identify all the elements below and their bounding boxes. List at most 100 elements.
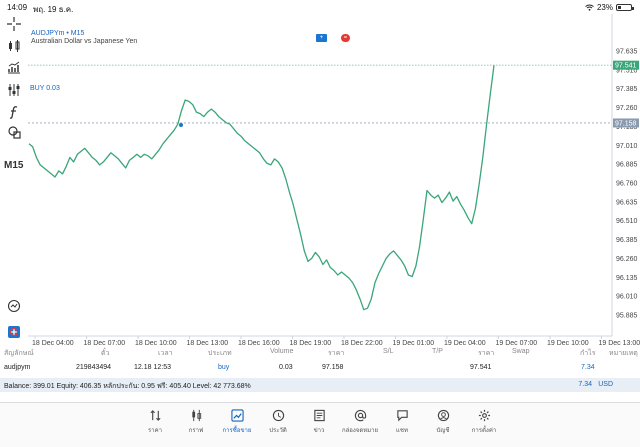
nav-quotes[interactable]: ราคา — [135, 409, 175, 435]
nav-history-label: ประวัติ — [269, 428, 287, 434]
nav-account-label: บัญชี — [436, 428, 450, 434]
nav-trade[interactable]: การซื้อขาย — [217, 409, 257, 435]
timeframe-selector[interactable]: M15 — [4, 160, 24, 171]
indicators-icon[interactable] — [6, 60, 22, 76]
col-ticket: ตั๋ว — [101, 350, 110, 357]
time-tick-label: 19 Dec 01:00 — [393, 340, 435, 347]
time-tick-label: 19 Dec 07:00 — [496, 340, 538, 347]
col-tp: T/P — [432, 348, 443, 355]
one-click-trading-icon[interactable] — [6, 324, 22, 340]
zoom-fit-icon[interactable] — [6, 298, 22, 314]
battery-icon — [616, 4, 634, 11]
gear-icon — [478, 409, 490, 422]
balance-bar: Balance: 399.01 Equity: 406.35 หลักประกั… — [0, 378, 640, 392]
nav-mailbox[interactable]: กล่องจดหมาย — [340, 409, 380, 435]
nav-news-label: ข่าว — [313, 428, 325, 434]
buy-order-label: BUY 0.03 — [30, 85, 60, 92]
chart-canvas[interactable]: 97.63597.51097.38597.26097.13597.01096.8… — [0, 14, 640, 347]
row-time: 12.18 12:53 — [134, 364, 171, 371]
at-icon — [354, 409, 366, 422]
time-tick-label: 18 Dec 07:00 — [84, 340, 126, 347]
current-price-tag-label: 97.541 — [615, 63, 637, 70]
price-chart[interactable]: 97.63597.51097.38597.26097.13597.01096.8… — [0, 14, 640, 347]
wifi-icon — [585, 4, 594, 11]
nav-settings[interactable]: การตั้งค่า — [464, 409, 504, 435]
balance-summary: Balance: 399.01 Equity: 406.35 หลักประกั… — [4, 383, 251, 390]
col-comment: หมายเหตุ — [609, 350, 638, 357]
col-profit: กำไร — [580, 350, 596, 357]
time-tick-label: 18 Dec 04:00 — [32, 340, 74, 347]
price-tick-label: 97.635 — [616, 49, 638, 56]
arrows-updown-icon — [149, 410, 161, 421]
row-symbol: audjpym — [4, 364, 31, 371]
price-tick-label: 96.260 — [616, 256, 638, 263]
function-icon[interactable] — [6, 104, 22, 120]
price-tick-label: 95.885 — [616, 313, 638, 320]
objects-icon[interactable] — [6, 82, 22, 98]
col-volume: Volume — [270, 348, 294, 355]
battery-percent: 23% — [596, 3, 613, 12]
price-tick-label: 97.510 — [616, 67, 638, 74]
shapes-icon[interactable] — [6, 124, 22, 140]
buy-price-tag — [613, 118, 639, 128]
price-tick-label: 96.385 — [616, 237, 638, 244]
time-tick-label: 19 Dec 13:00 — [599, 340, 640, 347]
col-type: ประเภท — [208, 350, 232, 357]
price-tick-label: 96.135 — [616, 275, 638, 282]
price-tick-label: 96.010 — [616, 294, 638, 301]
price-tick-label: 97.010 — [616, 143, 638, 150]
chart-type-icon[interactable] — [6, 38, 22, 54]
row-current-price: 97.541 — [470, 364, 492, 371]
col-swap: Swap — [512, 348, 530, 355]
buy-price-tag-label: 97.158 — [615, 120, 637, 127]
col-time: เวลา — [158, 350, 173, 357]
crosshair-icon[interactable] — [6, 16, 22, 32]
chart-symbol: AUDJPYm • M15 — [31, 30, 85, 37]
col-symbol: สัญลักษณ์ — [4, 350, 34, 357]
price-tick-label: 96.885 — [616, 162, 638, 169]
table-header: สัญลักษณ์ ตั๋ว เวลา ประเภท Volume ราคา S… — [0, 348, 640, 362]
current-price-tag — [613, 60, 639, 70]
nav-news[interactable]: ข่าว — [299, 409, 339, 435]
nav-trade-label: การซื้อขาย — [222, 428, 252, 434]
status-bar: 14:09 พฤ. 19 ธ.ค. 23% — [0, 0, 640, 14]
total-profit: 7.34 — [578, 381, 592, 388]
nav-chart-label: กราฟ — [188, 428, 204, 434]
account-icon — [437, 409, 449, 422]
nav-history[interactable]: ประวัติ — [258, 409, 298, 435]
row-open-price: 97.158 — [322, 364, 344, 371]
buy-button-icon[interactable]: = — [341, 34, 350, 42]
buy-entry-marker — [179, 122, 183, 127]
row-ticket: 219843494 — [76, 364, 112, 371]
time-tick-label: 18 Dec 22:00 — [341, 340, 383, 347]
bottom-navigation: ราคา กราฟ การซื้อขาย ประวัติ ข่าว กล่องจ… — [0, 402, 640, 447]
price-tick-label: 96.635 — [616, 199, 638, 206]
nav-quotes-label: ราคา — [148, 428, 162, 434]
col-sl: S/L — [383, 348, 394, 355]
price-series-line — [28, 65, 495, 311]
sell-button-icon[interactable]: + — [316, 34, 327, 42]
history-icon — [272, 409, 284, 422]
price-tick-label: 96.760 — [616, 181, 638, 188]
chart-toolbar: M15 — [0, 14, 28, 344]
time-tick-label: 18 Dec 19:00 — [290, 340, 332, 347]
price-tick-label: 96.510 — [616, 218, 638, 225]
account-currency: USD — [598, 381, 613, 388]
nav-chat[interactable]: แชท — [382, 409, 422, 435]
nav-chat-label: แชท — [396, 428, 408, 434]
status-date: พฤ. 19 ธ.ค. — [33, 5, 74, 14]
candles-icon — [191, 409, 201, 422]
nav-account[interactable]: บัญชี — [423, 409, 463, 435]
col-price-open: ราคา — [328, 350, 345, 357]
table-row[interactable]: audjpym 219843494 12.18 12:53 buy 0.03 9… — [0, 364, 640, 376]
time-tick-label: 19 Dec 10:00 — [547, 340, 589, 347]
col-price-current: ราคา — [478, 350, 495, 357]
nav-chart[interactable]: กราฟ — [176, 409, 216, 435]
chat-icon — [396, 410, 408, 422]
price-tick-label: 97.260 — [616, 105, 638, 112]
nav-mailbox-label: กล่องจดหมาย — [341, 428, 379, 434]
chart-symbol-description: Australian Dollar vs Japanese Yen — [31, 38, 138, 45]
status-right: 23% — [585, 3, 634, 12]
time-tick-label: 19 Dec 04:00 — [444, 340, 486, 347]
row-volume: 0.03 — [279, 364, 293, 371]
